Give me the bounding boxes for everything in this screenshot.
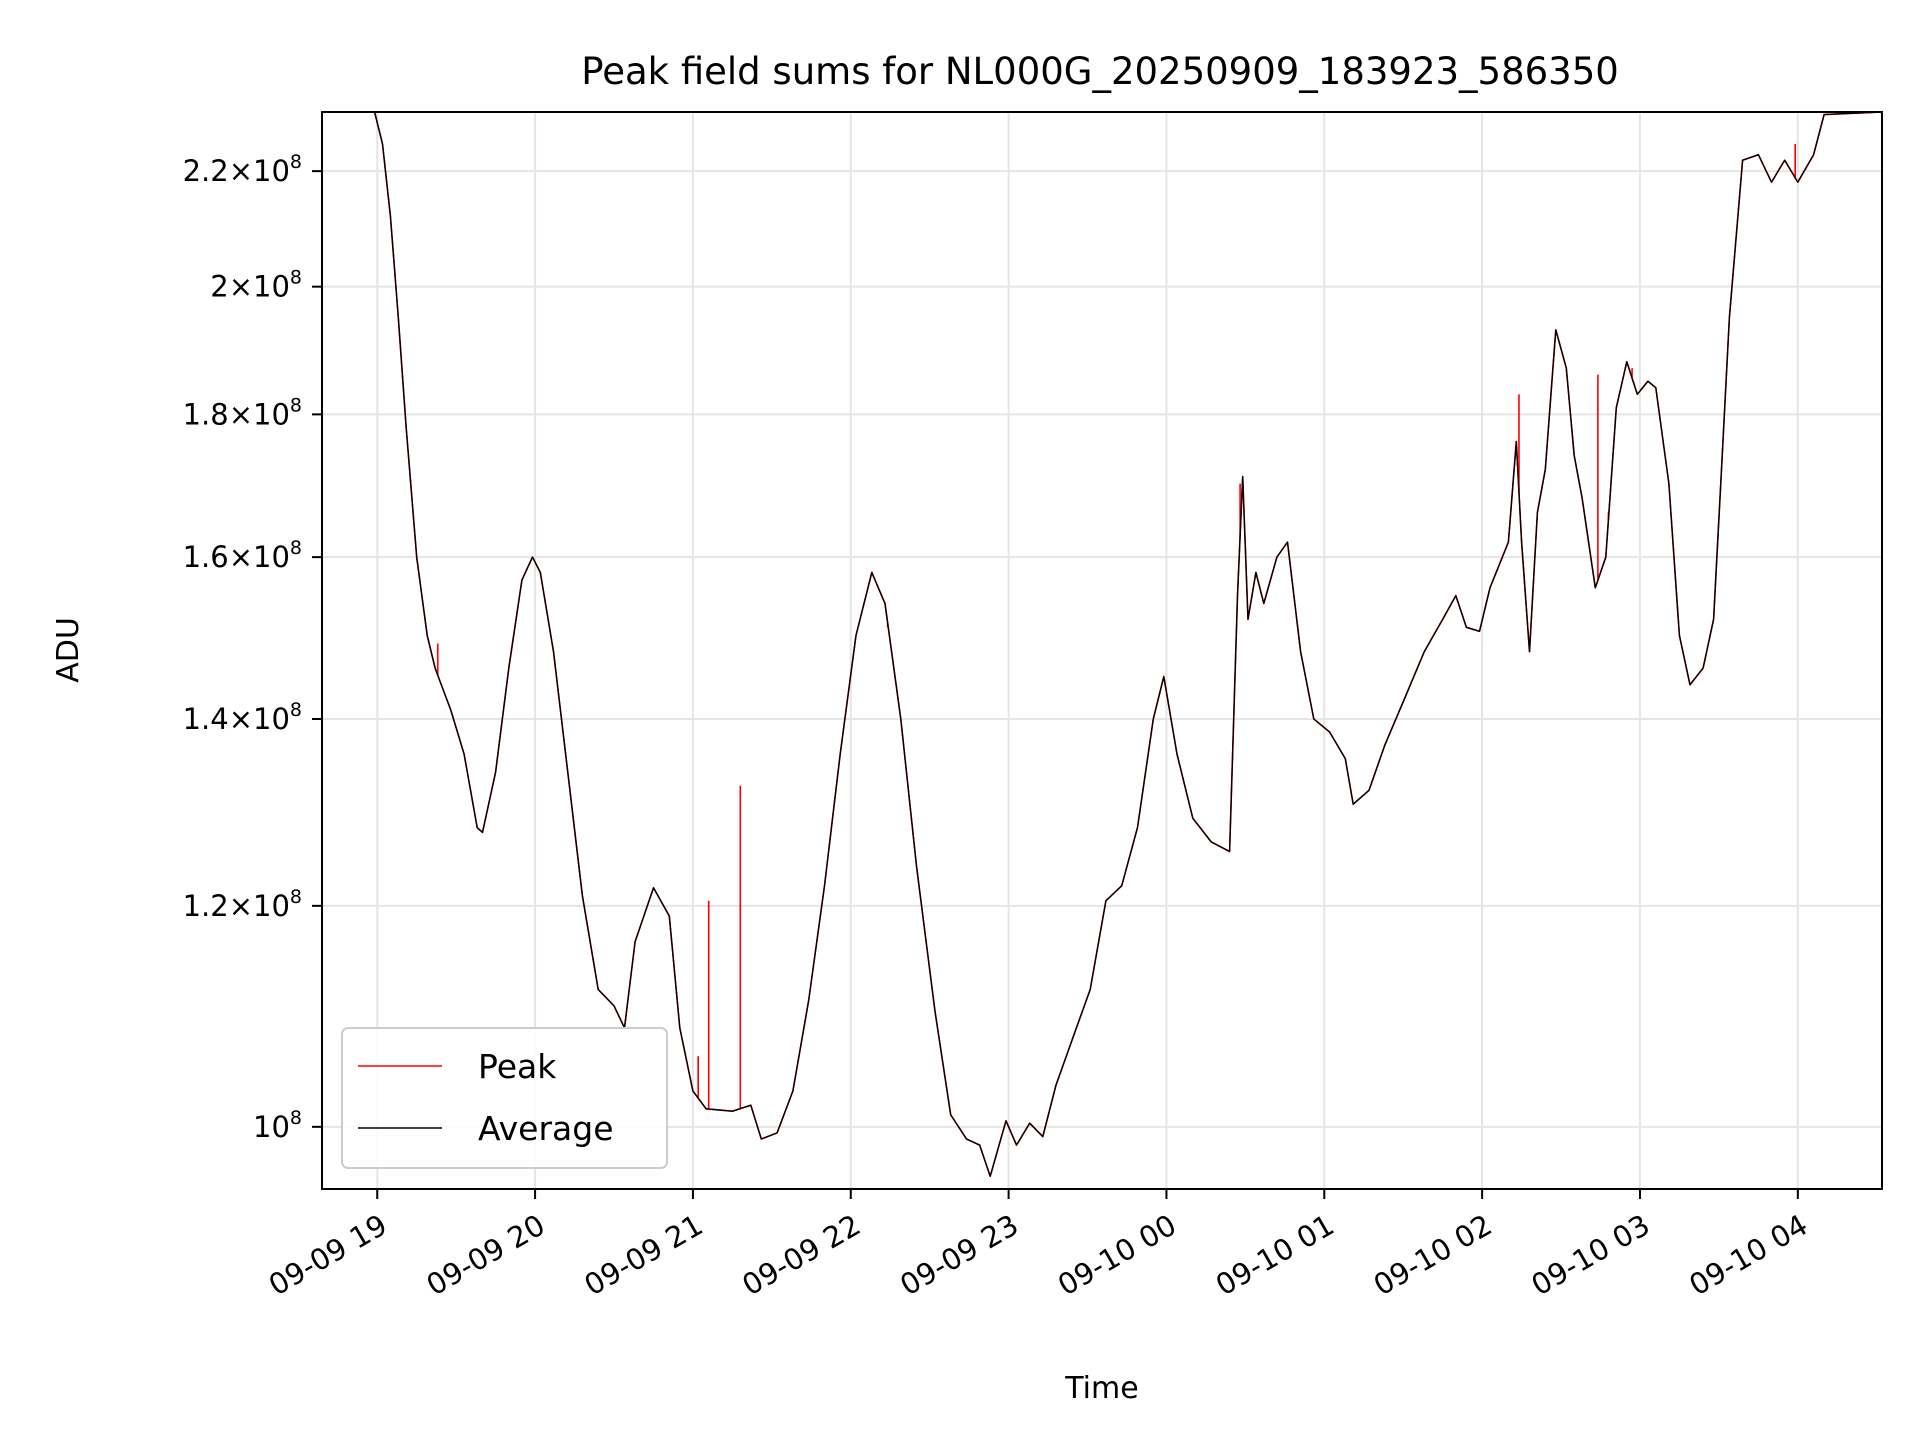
x-axis-label: Time [1064,1371,1138,1406]
y-tick-label: 2.2×108 [183,151,302,188]
legend-label-average: Average [478,1109,614,1148]
legend: Peak Average [341,1027,668,1169]
x-tick-label: 09-10 04 [1683,1208,1813,1303]
plot-area [322,111,1883,1178]
legend-label-peak: Peak [478,1047,557,1086]
y-tick-label: 1.4×108 [183,699,302,736]
series-peak-line [322,111,1883,1178]
x-tick-label: 09-09 20 [421,1208,551,1303]
legend-box [341,1027,668,1169]
y-tick-label: 1.6×108 [183,537,302,574]
x-tick-label: 09-09 22 [736,1208,866,1303]
chart-title: Peak field sums for NL000G_20250909_1839… [581,50,1619,93]
y-tick-label: 1.2×108 [183,886,302,923]
series-average-line [322,111,1883,1177]
y-tick-label: 1.8×108 [183,394,302,431]
x-tick-label: 09-10 02 [1368,1208,1498,1303]
x-tick-label: 09-10 01 [1210,1208,1340,1303]
x-tick-label: 09-09 23 [894,1208,1024,1303]
y-axis-label: ADU [51,617,86,683]
x-tick-label: 09-10 00 [1052,1208,1182,1303]
x-tick-label: 09-09 21 [579,1208,709,1303]
x-tick-label: 09-10 03 [1526,1208,1656,1303]
x-tick-label: 09-09 19 [263,1208,393,1303]
y-tick-label: 108 [253,1107,302,1144]
plot-frame [321,111,1883,1190]
y-tick-label: 2×108 [210,267,302,304]
